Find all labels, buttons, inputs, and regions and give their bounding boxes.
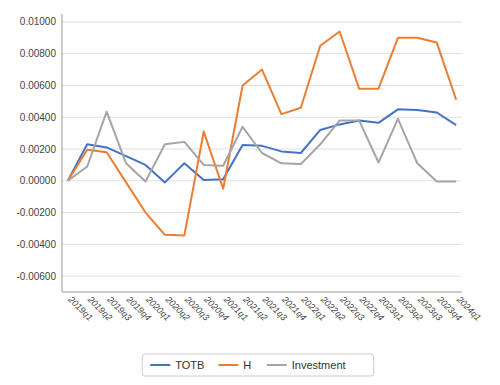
legend-swatch	[150, 364, 170, 366]
chart: -0.00600 -0.00400 -0.00200 0.00000 0.00200 0.…	[0, 0, 500, 385]
series-line	[68, 31, 456, 235]
y-tick-label: 0.00000	[20, 175, 57, 186]
grid-line	[62, 149, 462, 150]
grid-line	[62, 85, 462, 86]
y-tick-label: 0.01000	[20, 16, 57, 27]
legend-item: H	[218, 359, 251, 371]
grid-line	[62, 276, 462, 277]
y-tick-label: 0.00800	[20, 48, 57, 59]
legend-item: TOTB	[150, 359, 204, 371]
grid-line	[62, 53, 462, 54]
y-tick-label: 0.00200	[20, 144, 57, 155]
x-tick-label: 2024q1	[454, 294, 483, 323]
legend: TOTB H Investment	[142, 354, 374, 376]
x-axis-line	[62, 292, 462, 293]
legend-swatch	[267, 364, 287, 366]
y-tick-label: -0.00200	[17, 207, 57, 218]
legend-label: H	[243, 359, 251, 371]
legend-label: Investment	[292, 359, 346, 371]
y-tick-label: -0.00400	[17, 239, 57, 250]
legend-label: TOTB	[175, 359, 204, 371]
y-tick-label: -0.00600	[17, 271, 57, 282]
y-tick-label: 0.00400	[20, 112, 57, 123]
y-tick-label: 0.00600	[20, 80, 57, 91]
grid-line	[62, 117, 462, 118]
y-axis-line	[62, 14, 63, 292]
legend-frame	[142, 354, 374, 376]
grid-line	[62, 244, 462, 245]
series-line	[68, 112, 456, 182]
grid-line	[62, 21, 462, 22]
series-line	[68, 109, 456, 182]
legend-item: Investment	[267, 359, 346, 371]
legend-swatch	[218, 364, 238, 366]
lines	[68, 31, 456, 235]
grid-line	[62, 180, 462, 181]
grid	[62, 22, 462, 276]
grid-line	[62, 212, 462, 213]
